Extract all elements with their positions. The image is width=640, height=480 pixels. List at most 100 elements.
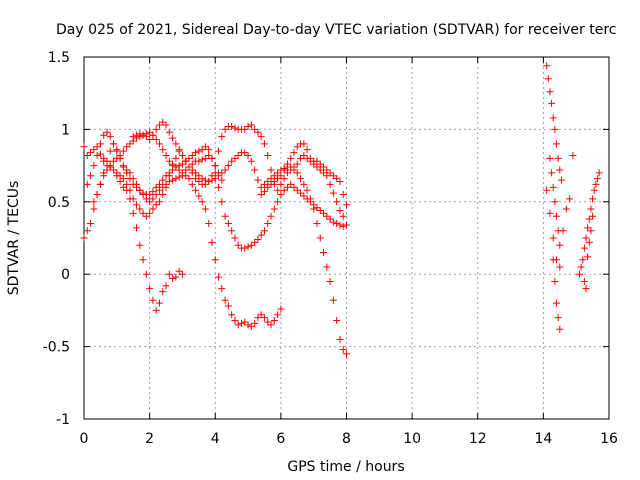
- data-point: [280, 186, 288, 194]
- y-tick-label: 0: [61, 267, 70, 283]
- data-point: [103, 166, 111, 174]
- data-point: [300, 140, 308, 148]
- data-point: [290, 183, 298, 191]
- data-point: [264, 151, 272, 159]
- data-point: [198, 198, 206, 206]
- data-point: [329, 189, 337, 197]
- data-point: [333, 175, 341, 183]
- data-point: [103, 128, 111, 136]
- data-point: [546, 209, 554, 217]
- data-point: [267, 166, 275, 174]
- data-point: [215, 273, 223, 281]
- data-point: [267, 212, 275, 220]
- data-point: [172, 163, 180, 171]
- data-point: [310, 205, 318, 213]
- data-point: [333, 198, 341, 206]
- y-tick-label: 1: [61, 122, 70, 138]
- data-point: [577, 263, 585, 271]
- data-point: [126, 186, 134, 194]
- data-point: [551, 277, 559, 285]
- data-point: [165, 172, 173, 180]
- series-arc-10: [575, 169, 603, 293]
- data-point: [566, 195, 574, 203]
- data-point: [165, 270, 173, 278]
- data-point: [159, 146, 167, 154]
- data-point: [129, 180, 137, 188]
- data-point: [274, 186, 282, 194]
- data-point: [241, 318, 249, 326]
- data-point: [178, 160, 186, 168]
- data-point: [87, 172, 95, 180]
- data-point: [548, 169, 556, 177]
- data-point: [339, 212, 347, 220]
- data-point: [215, 147, 223, 155]
- x-tick-label: 6: [276, 431, 285, 447]
- data-point: [90, 205, 98, 213]
- data-point: [152, 201, 160, 209]
- data-point: [205, 178, 213, 186]
- data-point: [270, 205, 278, 213]
- data-point: [211, 162, 219, 170]
- data-point: [257, 311, 265, 319]
- data-point: [313, 204, 321, 212]
- data-point: [123, 180, 131, 188]
- data-point: [553, 256, 560, 264]
- data-point: [238, 319, 245, 327]
- data-point: [553, 212, 560, 220]
- data-point: [575, 270, 583, 278]
- data-point: [169, 275, 177, 283]
- data-point: [316, 160, 324, 168]
- data-point: [257, 231, 265, 239]
- data-point: [277, 180, 285, 188]
- series-arc-8: [543, 62, 565, 333]
- data-point: [544, 75, 552, 83]
- data-point: [110, 157, 118, 165]
- data-point: [172, 140, 180, 148]
- data-point: [323, 212, 331, 220]
- data-point: [224, 162, 232, 170]
- data-point: [244, 123, 252, 131]
- data-point: [580, 244, 588, 252]
- data-point: [231, 234, 239, 242]
- data-point: [83, 227, 91, 235]
- data-point: [133, 201, 140, 209]
- data-point: [244, 321, 252, 329]
- data-point: [320, 248, 328, 256]
- data-point: [585, 238, 593, 246]
- data-point: [562, 205, 570, 213]
- data-point: [557, 176, 565, 184]
- data-point: [169, 162, 177, 170]
- data-point: [290, 149, 298, 157]
- data-point: [326, 277, 334, 285]
- data-point: [136, 205, 144, 213]
- data-point: [339, 222, 347, 230]
- data-point: [146, 136, 154, 144]
- data-point: [152, 183, 160, 191]
- data-point: [100, 154, 108, 162]
- data-point: [336, 178, 344, 186]
- data-point: [283, 160, 291, 168]
- data-point: [175, 267, 183, 275]
- data-point: [546, 88, 554, 96]
- data-point: [260, 140, 268, 148]
- data-point: [303, 146, 311, 154]
- data-point: [96, 180, 104, 188]
- y-tick-label: 1.5: [48, 50, 70, 66]
- data-point: [333, 317, 341, 325]
- data-point: [329, 172, 337, 180]
- data-point: [553, 140, 560, 148]
- data-point: [136, 241, 144, 249]
- data-point: [185, 175, 193, 183]
- data-point: [316, 234, 324, 242]
- y-tick-label: -1: [56, 412, 70, 428]
- data-point: [96, 150, 104, 158]
- data-point: [228, 311, 236, 319]
- data-point: [297, 154, 305, 162]
- data-point: [247, 322, 255, 330]
- data-point: [218, 133, 226, 141]
- data-point: [231, 124, 239, 132]
- data-point: [126, 140, 134, 148]
- data-point: [556, 325, 564, 333]
- data-point: [251, 238, 259, 246]
- data-point: [580, 277, 588, 285]
